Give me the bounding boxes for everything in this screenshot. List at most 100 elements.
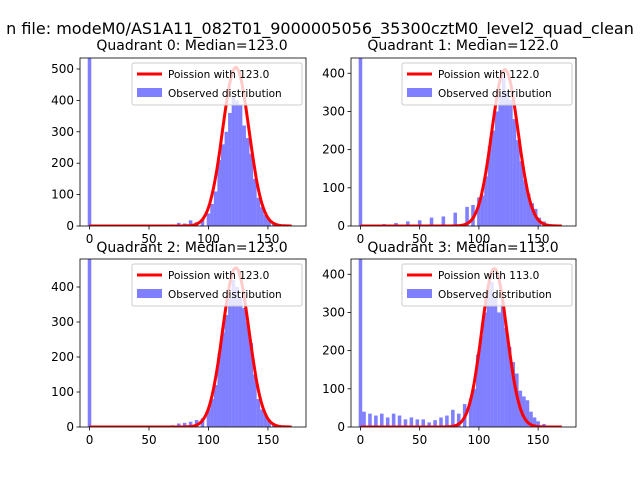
x-tick-label: 150 [527, 433, 550, 447]
histogram-bar [421, 419, 426, 427]
y-tick-label: 400 [51, 93, 74, 107]
legend-box [131, 62, 303, 106]
histogram-bar [238, 105, 243, 226]
histogram-bar [245, 322, 250, 427]
legend: Poission with 122.0 Observed distribution [401, 62, 573, 106]
histogram-bar [483, 312, 487, 427]
histogram-bar [87, 259, 92, 427]
histogram-bar [242, 125, 246, 226]
histogram-bar [465, 206, 469, 226]
histogram-bar [358, 58, 363, 226]
histogram-bar [486, 289, 491, 427]
histogram-bar [380, 413, 384, 427]
x-tick-label: 100 [197, 433, 220, 447]
legend-line-label: Poission with 113.0 [438, 270, 539, 282]
subplot-quadrant-1: Quadrant 1: Median=122.0 0 50 100 150 0 100 20… [322, 38, 577, 246]
histogram-bar [253, 178, 257, 226]
legend-line-label: Poission with 122.0 [438, 69, 539, 81]
histogram-bar [453, 212, 457, 226]
y-tick-label: 300 [322, 305, 345, 319]
histogram-bar [249, 343, 254, 427]
histogram-bar [206, 213, 211, 226]
histogram-bar [504, 327, 508, 427]
legend-box [131, 263, 303, 307]
histogram-bar [512, 119, 517, 226]
histogram-bar [217, 353, 221, 427]
histogram-bar [231, 280, 236, 427]
histogram-bar [231, 97, 236, 226]
histogram-bar [507, 346, 512, 427]
y-tick-label: 0 [337, 219, 345, 233]
y-tick-label: 200 [322, 344, 345, 358]
histogram-bar [220, 332, 225, 427]
histogram-bar [403, 419, 408, 427]
histogram-bar [182, 422, 187, 427]
y-tick-label: 0 [66, 420, 74, 434]
histogram-bar [511, 362, 516, 427]
y-tick-label: 400 [322, 267, 345, 281]
histogram-bar [200, 219, 205, 226]
histogram-bar [456, 413, 461, 427]
histogram-bar [87, 58, 92, 226]
histogram-bar [260, 207, 264, 226]
histogram-bar [484, 176, 488, 226]
histogram-bar [509, 100, 513, 226]
x-tick-label: 50 [141, 232, 156, 246]
histogram-bar [516, 140, 520, 226]
histogram-bar [397, 415, 402, 427]
histogram-bar [498, 96, 502, 226]
subplot-quadrant-3: Quadrant 3: Median=113.0 0 50 100 150 0 100 20… [322, 240, 577, 447]
histogram-bar [217, 160, 221, 226]
axes-frame [79, 258, 307, 428]
histogram-bar [439, 417, 443, 427]
histogram-bar [242, 308, 246, 427]
histogram-bar [472, 388, 476, 427]
y-tick-label: 200 [322, 143, 345, 157]
y-tick-label: 0 [337, 420, 345, 434]
histogram-bar [238, 297, 243, 427]
x-tick-label: 0 [357, 433, 365, 447]
subplot-title: Quadrant 2: Median=123.0 [96, 240, 287, 256]
histogram-bar [445, 415, 449, 427]
histogram-bar [256, 399, 261, 427]
legend-bar-label: Observed distribution [438, 88, 552, 100]
x-tick-label: 150 [527, 232, 550, 246]
histogram-bar [475, 354, 480, 427]
histogram-bar [235, 287, 239, 427]
histogram-bar [210, 399, 214, 427]
poisson-curve-line [360, 266, 562, 427]
histogram-bar [479, 335, 484, 427]
histogram-bar [267, 219, 271, 226]
histogram-bar [385, 417, 390, 427]
histogram-bar [362, 411, 366, 427]
legend-bar-swatch [137, 88, 162, 97]
x-tick-label: 100 [467, 433, 490, 447]
histogram-bar [263, 414, 268, 427]
x-tick-label: 0 [357, 232, 365, 246]
histogram-bar [256, 197, 261, 226]
legend: Poission with 123.0 Observed distribution [131, 62, 303, 106]
histogram-bar [260, 409, 264, 427]
histogram-bar [267, 420, 271, 427]
subplot-title: Quadrant 0: Median=123.0 [96, 38, 287, 54]
legend-bar-swatch [407, 88, 432, 97]
histogram-bar [228, 297, 232, 427]
histogram-bar [228, 112, 232, 226]
legend: Poission with 123.0 Observed distribution [131, 263, 303, 307]
y-tick-label: 100 [51, 385, 74, 399]
histogram-bar [220, 144, 225, 226]
subplot-title: Quadrant 1: Median=122.0 [367, 38, 558, 54]
histogram-bar [433, 420, 437, 427]
y-tick-label: 100 [51, 188, 74, 202]
histogram-bar [188, 220, 193, 226]
subplot-title: Quadrant 3: Median=113.0 [367, 240, 558, 256]
histogram-bar [493, 297, 498, 427]
histogram-bar [490, 281, 494, 427]
legend-bar-label: Observed distribution [168, 88, 282, 100]
histogram-bar [494, 111, 499, 226]
histogram-bar [468, 398, 473, 427]
histogram-bar [532, 417, 537, 427]
y-tick-label: 300 [51, 315, 74, 329]
histogram-bar [206, 409, 211, 427]
